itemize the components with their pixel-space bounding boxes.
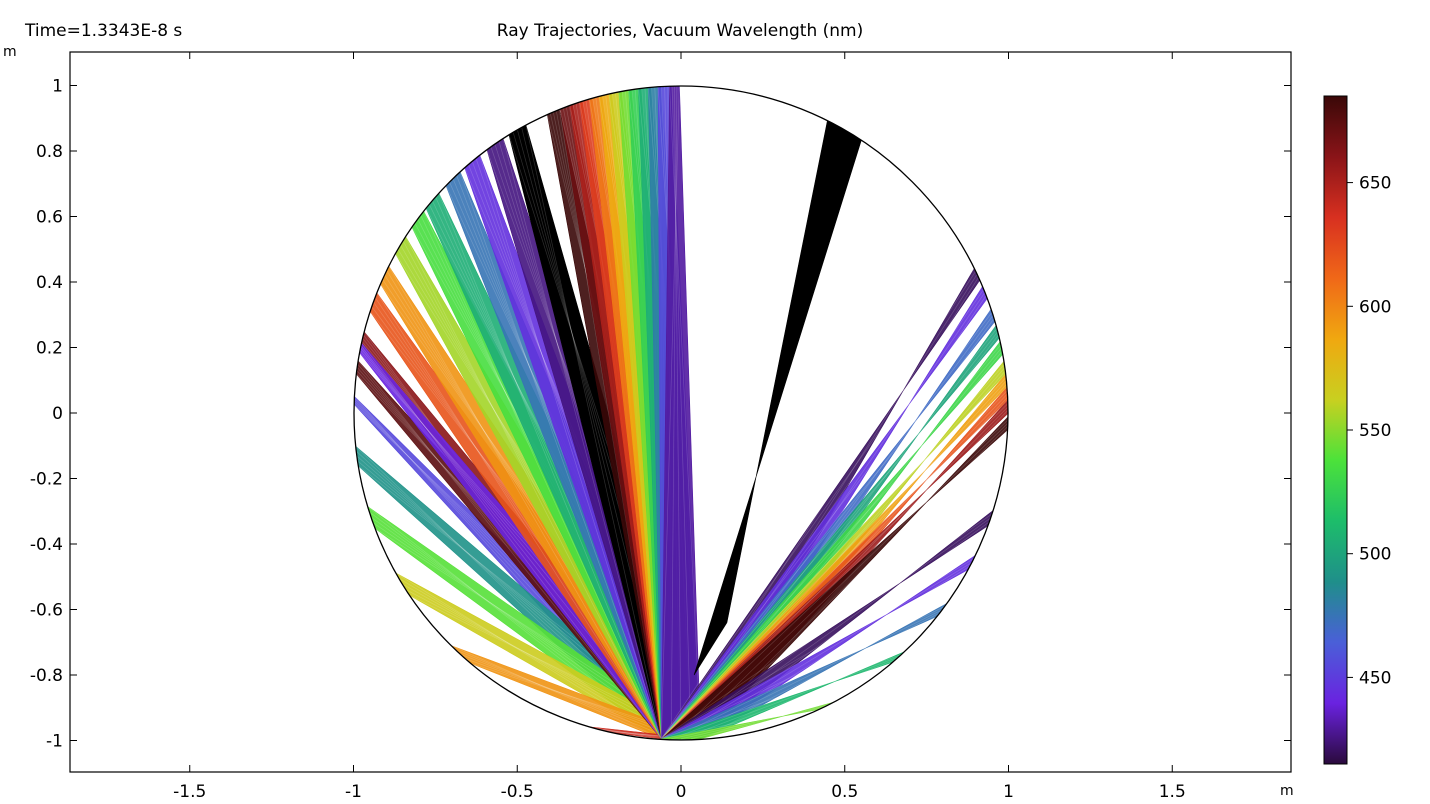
ray-line xyxy=(670,86,678,739)
y-tick-label: -0.4 xyxy=(30,535,63,555)
colorbar-tick-label: 450 xyxy=(1359,668,1391,688)
y-tick-label: 1 xyxy=(52,77,63,97)
ray-line xyxy=(661,373,1007,740)
ray-line xyxy=(661,399,1008,740)
ray-line xyxy=(479,154,662,739)
chart-title: Ray Trajectories, Vacuum Wavelength (nm) xyxy=(496,21,864,41)
ray-line xyxy=(680,422,1008,740)
ray-line xyxy=(670,419,1008,740)
ray-line xyxy=(661,650,907,740)
ray-line xyxy=(423,210,662,740)
y-tick-label: -0.8 xyxy=(30,666,63,686)
x-tick-label: -1 xyxy=(345,782,362,802)
ray-line xyxy=(376,292,662,740)
circle-boundary xyxy=(353,85,1009,741)
y-tick-label: 0.8 xyxy=(36,142,63,162)
ray-line xyxy=(459,653,682,740)
ray-line xyxy=(671,605,946,740)
ray-line xyxy=(690,658,898,740)
ray-line xyxy=(661,386,1008,740)
colorbar: 650 600 550 500 450 xyxy=(1323,95,1391,765)
y-tick-label: -0.2 xyxy=(30,470,63,490)
colorbar-tick-label: 600 xyxy=(1359,297,1391,317)
colorbar-tick-label: 550 xyxy=(1359,421,1391,441)
ray-line xyxy=(680,656,901,740)
ray-line xyxy=(671,86,692,739)
ray-line xyxy=(680,609,944,740)
axis-ticks: -1.5 -1 -0.5 0 0.5 1 1.5 1 0.8 0.6 0.4 0.2 0 -0.2 -0.4… xyxy=(30,52,1291,802)
x-tick-label: -1.5 xyxy=(173,782,206,802)
ray-line xyxy=(661,267,975,740)
colorbar-tick-label: 500 xyxy=(1359,545,1391,565)
ray-line xyxy=(661,554,977,740)
ray-line xyxy=(661,285,984,740)
ray-line xyxy=(357,360,662,740)
x-tick-label: 0.5 xyxy=(831,782,858,802)
colorbar-gradient xyxy=(1323,95,1348,765)
ray-line xyxy=(661,509,995,740)
ray-line xyxy=(459,171,662,739)
ray-line xyxy=(670,558,975,740)
ray-line xyxy=(674,86,682,739)
ray-line xyxy=(669,86,701,739)
ray-line xyxy=(360,342,662,740)
ray-line xyxy=(700,708,822,740)
ray-line xyxy=(661,701,836,740)
ray-line xyxy=(525,124,662,739)
ray-line xyxy=(671,653,904,740)
colorbar-tick-label: 650 xyxy=(1359,174,1391,194)
y-tick-label: 0.2 xyxy=(36,339,63,359)
x-tick-label: 1 xyxy=(1003,782,1014,802)
ray-line xyxy=(671,703,833,740)
ray-line xyxy=(586,726,662,740)
ray-line xyxy=(449,644,662,740)
ray-line xyxy=(661,308,992,740)
ray-line xyxy=(401,583,682,740)
y-unit-label: m xyxy=(3,44,17,60)
ray-line xyxy=(661,340,1001,740)
ray-line xyxy=(438,192,662,739)
ray-line xyxy=(591,727,672,740)
x-tick-label: 0 xyxy=(676,782,687,802)
ray-line xyxy=(680,705,829,740)
y-tick-label: -1 xyxy=(46,732,63,752)
ray-line xyxy=(661,86,680,739)
ray-line xyxy=(661,416,1008,740)
ray-line xyxy=(661,360,1005,740)
y-tick-label: -0.6 xyxy=(30,601,63,621)
y-tick-label: 0.6 xyxy=(36,208,63,228)
ray-line xyxy=(670,513,993,740)
ray-line xyxy=(454,649,672,740)
ray-line xyxy=(661,602,948,740)
y-tick-label: 0 xyxy=(52,404,63,424)
time-label: Time=1.3343E-8 s xyxy=(25,21,183,41)
ray-line xyxy=(661,324,997,740)
ray-line xyxy=(502,138,662,739)
ray-line xyxy=(405,235,662,740)
ray-fans xyxy=(354,86,1008,740)
x-unit-label: m xyxy=(1280,783,1294,799)
x-tick-label: -0.5 xyxy=(501,782,534,802)
ray-line xyxy=(690,706,825,740)
ray-line xyxy=(388,265,662,740)
y-tick-label: 0.4 xyxy=(36,273,63,293)
x-tick-label: 1.5 xyxy=(1159,782,1186,802)
